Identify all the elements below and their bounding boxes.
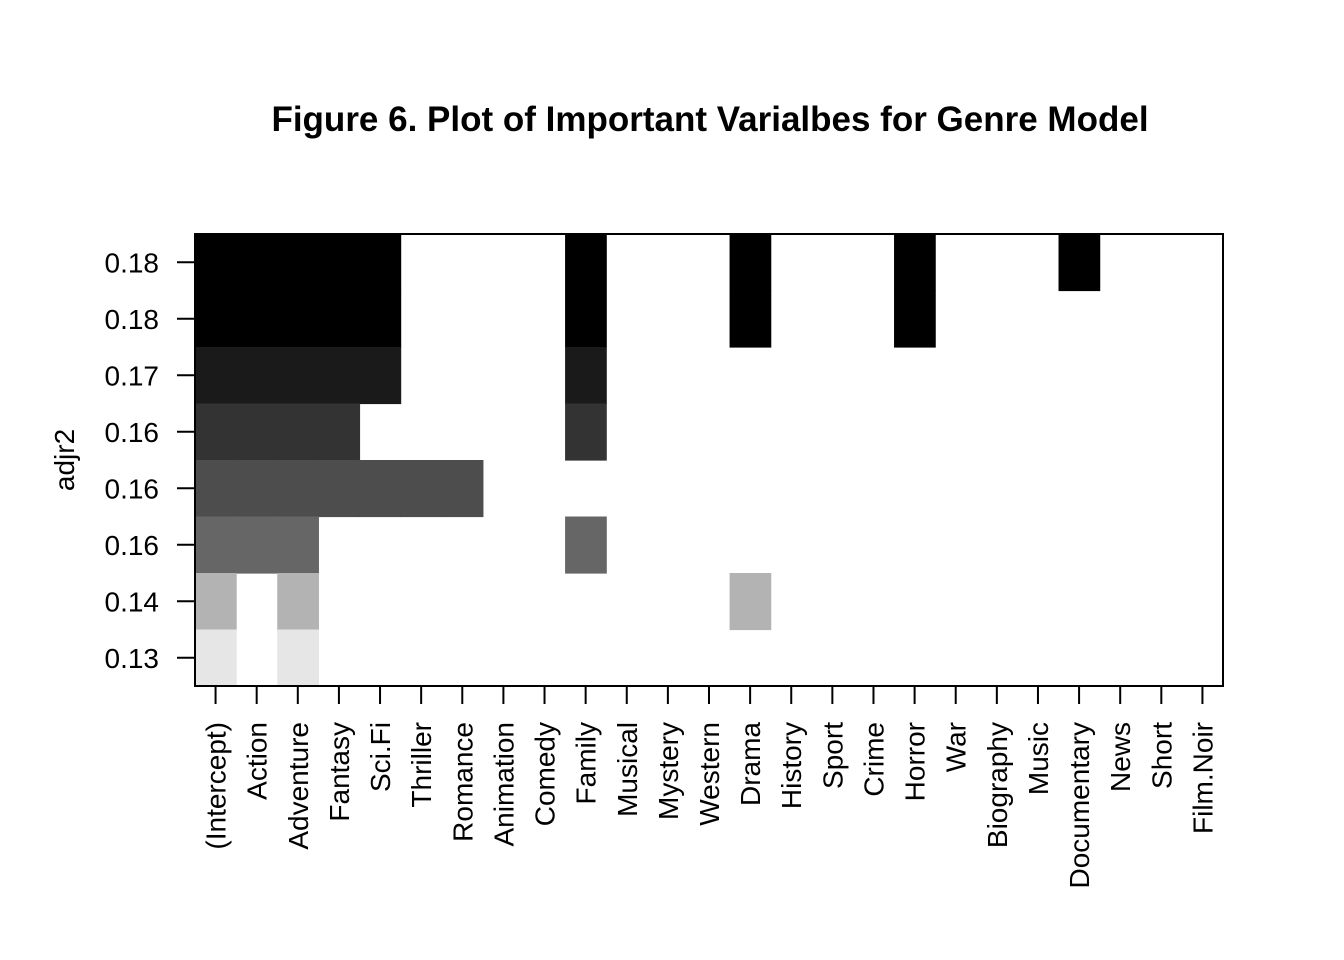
x-tick-label: Adventure	[283, 722, 314, 850]
x-tick-label: Musical	[612, 722, 643, 817]
x-tick-label: Fantasy	[324, 722, 355, 822]
x-tick-label: Horror	[900, 722, 931, 801]
cell-action-row-5	[236, 460, 278, 518]
cell-adventure-row-3	[277, 347, 319, 405]
x-tick-label: Family	[571, 722, 602, 804]
y-tick-label: 0.17	[105, 360, 160, 391]
cell-intercept-row-8	[195, 629, 237, 687]
x-tick-label: Mystery	[653, 722, 684, 820]
y-axis: 0.18 0.18 0.17 0.16 0.16 0.16 0.14 0.13	[105, 247, 195, 674]
cell-adventure-row-7	[277, 573, 319, 631]
x-axis: (Intercept) Action Adventure Fantasy Sci.Fi T…	[201, 686, 1218, 889]
cell-drama-row-2	[729, 290, 772, 348]
cell-intercept-row-3	[195, 347, 237, 405]
cell-action-row-6	[236, 516, 278, 574]
x-tick-label: Crime	[859, 722, 890, 797]
cell-family-row-6	[565, 516, 607, 574]
cell-documentary-row-1	[1058, 234, 1101, 292]
x-tick-label: Thriller	[406, 722, 437, 808]
y-axis-label: adjr2	[49, 429, 80, 491]
cell-intercept-row-5	[195, 460, 237, 518]
x-tick-label: History	[776, 722, 807, 809]
cell-fantasy-row-4	[318, 403, 361, 461]
x-tick-label: News	[1105, 722, 1136, 792]
cell-fantasy-row-5	[318, 460, 361, 518]
cell-action-row-1	[236, 234, 278, 292]
x-tick-label: Sport	[817, 722, 848, 789]
cell-intercept-row-4	[195, 403, 237, 461]
x-tick-label: War	[941, 722, 972, 772]
cell-adventure-row-2	[277, 290, 319, 348]
y-tick-label: 0.18	[105, 247, 160, 278]
y-tick-label: 0.16	[105, 417, 160, 448]
cell-action-row-3	[236, 347, 278, 405]
cell-family-row-1	[565, 234, 607, 292]
cell-scifi-row-2	[359, 290, 402, 348]
cell-adventure-row-1	[277, 234, 319, 292]
x-tick-label: Film.Noir	[1187, 722, 1218, 834]
chart-title: Figure 6. Plot of Important Varialbes fo…	[271, 100, 1148, 139]
cell-horror-row-1	[894, 234, 936, 292]
cell-family-row-2	[565, 290, 607, 348]
y-tick-label: 0.18	[105, 304, 160, 335]
cell-fantasy-row-2	[318, 290, 361, 348]
cell-horror-row-2	[894, 290, 936, 348]
cell-fantasy-row-3	[318, 347, 361, 405]
x-tick-label: Documentary	[1064, 722, 1095, 889]
cell-scifi-row-3	[359, 347, 402, 405]
x-tick-label: (Intercept)	[201, 722, 232, 850]
cell-scifi-row-5	[359, 460, 402, 518]
x-tick-label: Biography	[982, 722, 1013, 848]
cell-drama-row-1	[729, 234, 772, 292]
y-tick-label: 0.13	[105, 643, 160, 674]
cell-drama-row-7	[729, 573, 772, 631]
x-tick-label: Animation	[488, 722, 519, 847]
cell-adventure-row-8	[277, 629, 319, 687]
y-tick-label: 0.16	[105, 473, 160, 504]
y-tick-label: 0.16	[105, 530, 160, 561]
cell-scifi-row-1	[359, 234, 402, 292]
cell-fantasy-row-1	[318, 234, 361, 292]
x-tick-label: Drama	[735, 722, 766, 806]
cell-action-row-4	[236, 403, 278, 461]
x-tick-label: Music	[1023, 722, 1054, 795]
cell-intercept-row-7	[195, 573, 237, 631]
cell-intercept-row-2	[195, 290, 237, 348]
cell-adventure-row-4	[277, 403, 319, 461]
cell-romance-row-5	[441, 460, 484, 518]
cell-action-row-2	[236, 290, 278, 348]
cell-family-row-4	[565, 403, 607, 461]
x-tick-label: Comedy	[530, 722, 561, 826]
cells-layer	[195, 234, 1101, 687]
x-tick-label: Romance	[447, 722, 478, 842]
y-tick-label: 0.14	[105, 586, 160, 617]
cell-adventure-row-5	[277, 460, 319, 518]
cell-family-row-3	[565, 347, 607, 405]
cell-thriller-row-5	[400, 460, 443, 518]
x-tick-label: Sci.Fi	[365, 722, 396, 792]
x-tick-label: Short	[1146, 722, 1177, 789]
cell-adventure-row-6	[277, 516, 319, 574]
cell-intercept-row-1	[195, 234, 237, 292]
x-tick-label: Action	[242, 722, 273, 800]
cell-intercept-row-6	[195, 516, 237, 574]
x-tick-label: Western	[694, 722, 725, 826]
